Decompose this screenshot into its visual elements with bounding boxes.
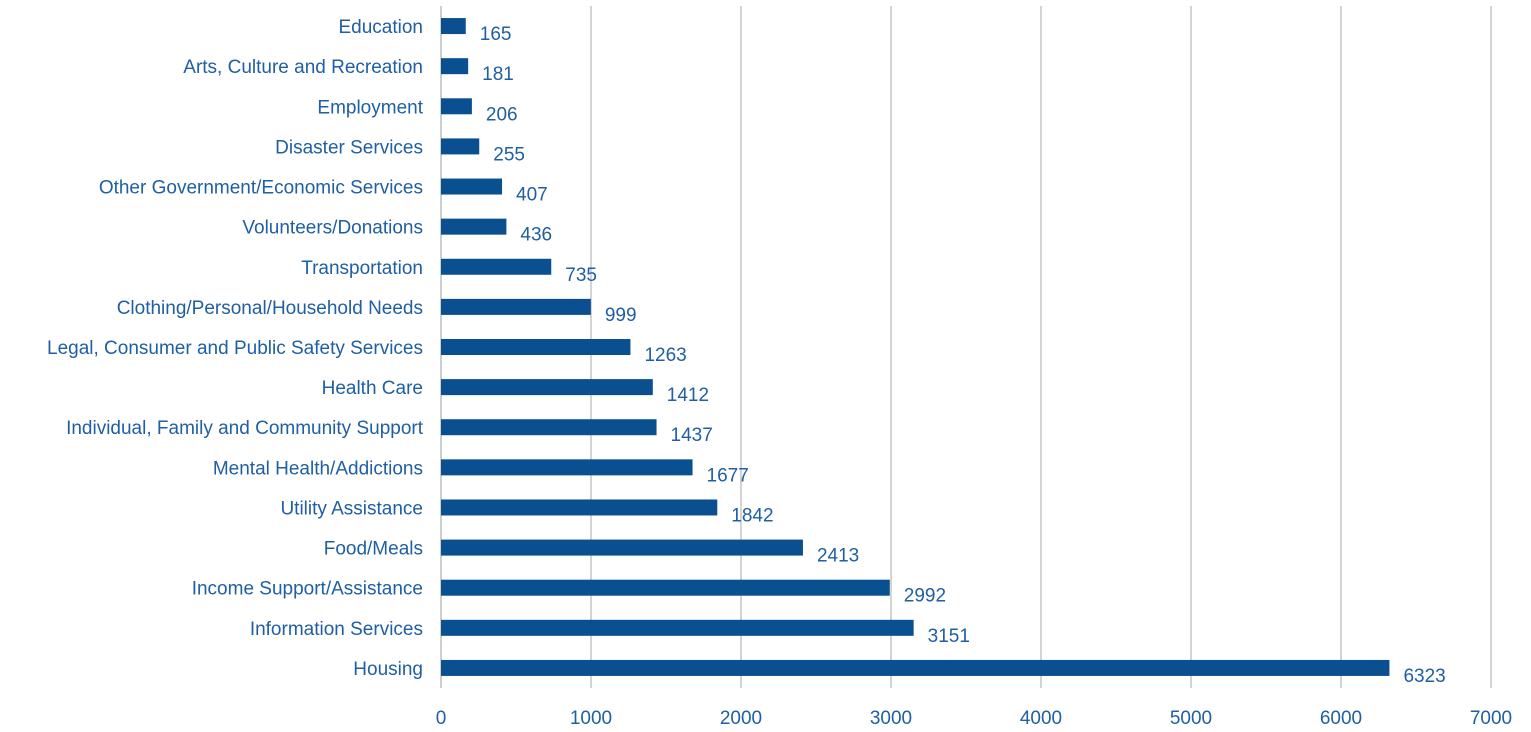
data-label: 735 (565, 265, 597, 286)
bars (441, 18, 1390, 676)
bar (441, 579, 890, 596)
bar (441, 619, 914, 636)
data-label: 1842 (731, 505, 773, 526)
data-label: 3151 (928, 626, 970, 647)
x-axis-ticks: 0 1000 2000 3000 4000 5000 6000 7000 (436, 708, 1512, 729)
data-label: 1437 (671, 425, 713, 446)
category-label: Information Services (250, 619, 423, 640)
bar (441, 18, 466, 35)
x-tick-label: 0 (436, 708, 447, 729)
x-tick-label: 5000 (1170, 708, 1212, 729)
bar (441, 138, 480, 155)
category-label: Individual, Family and Community Support (66, 418, 424, 439)
bar (441, 298, 591, 315)
category-label: Disaster Services (275, 137, 423, 158)
category-labels: Education Arts, Culture and Recreation Emp… (47, 17, 424, 680)
x-tick-label: 7000 (1470, 708, 1512, 729)
data-label: 1263 (644, 345, 686, 366)
category-label: Education (338, 17, 423, 38)
category-label: Transportation (301, 258, 423, 279)
bar (441, 419, 657, 436)
bar (441, 339, 631, 355)
bar (441, 379, 653, 396)
bar (441, 499, 718, 516)
bar (441, 539, 803, 556)
data-label: 436 (520, 225, 552, 246)
x-tick-label: 2000 (720, 708, 762, 729)
data-label: 1412 (667, 385, 709, 406)
category-label: Housing (353, 659, 423, 680)
bar (441, 258, 552, 275)
data-label: 999 (605, 305, 637, 326)
data-label: 165 (480, 24, 512, 45)
category-label: Legal, Consumer and Public Safety Servic… (47, 338, 423, 359)
x-tick-label: 1000 (570, 708, 612, 729)
category-label: Health Care (322, 378, 423, 399)
bar (441, 659, 1390, 676)
data-label: 407 (516, 185, 548, 206)
data-label: 1677 (707, 465, 749, 486)
data-label: 255 (493, 144, 525, 165)
bar (441, 459, 693, 476)
category-label: Utility Assistance (280, 498, 423, 519)
data-label: 2992 (904, 586, 946, 607)
data-label: 6323 (1403, 666, 1445, 687)
category-label: Food/Meals (324, 539, 423, 560)
bar (441, 58, 469, 75)
category-label: Arts, Culture and Recreation (183, 57, 423, 78)
x-tick-label: 4000 (1020, 708, 1062, 729)
category-label: Clothing/Personal/Household Needs (117, 298, 423, 319)
bar (441, 98, 472, 115)
data-labels: 165 181 206 255 407 436 735 999 1263 1412 1437 1677… (480, 24, 1446, 687)
category-label: Other Government/Economic Services (99, 178, 423, 199)
category-label: Employment (317, 97, 423, 118)
bar (441, 178, 503, 195)
data-label: 181 (482, 64, 514, 85)
category-label: Volunteers/Donations (242, 218, 423, 239)
data-label: 2413 (817, 546, 859, 567)
x-tick-label: 6000 (1320, 708, 1362, 729)
x-tick-label: 3000 (870, 708, 912, 729)
category-label: Mental Health/Addictions (213, 458, 423, 479)
bar (441, 218, 507, 235)
category-label: Income Support/Assistance (192, 579, 423, 600)
gridlines (440, 6, 1492, 688)
data-label: 206 (486, 104, 518, 125)
